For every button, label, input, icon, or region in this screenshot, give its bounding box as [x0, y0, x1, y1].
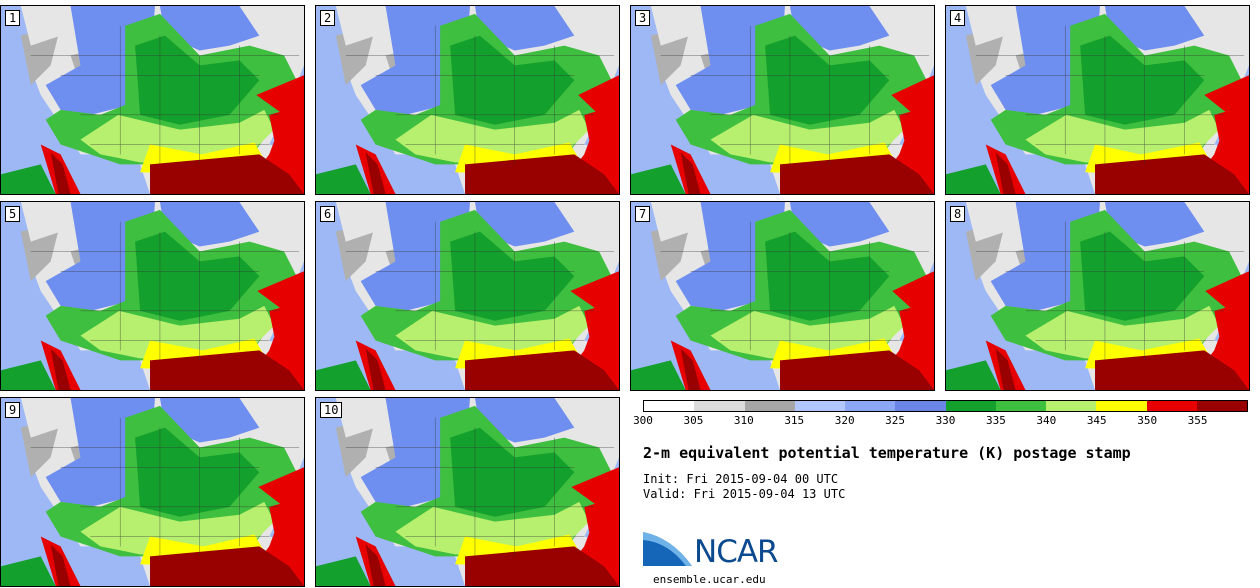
valid-time: Valid: Fri 2015-09-04 13 UTC — [643, 487, 846, 501]
ncar-logo-icon — [643, 532, 692, 566]
postage-stamp-map: 1 — [0, 5, 305, 195]
color-scale-tick: 345 — [1086, 414, 1107, 427]
color-scale-tick: 335 — [985, 414, 1006, 427]
color-scale-bar — [643, 400, 1248, 412]
member-number-label: 6 — [320, 206, 336, 222]
color-scale-segment — [694, 401, 745, 411]
member-number-label: 3 — [635, 10, 651, 26]
postage-stamp-map: 2 — [315, 5, 620, 195]
member-number-label: 5 — [5, 206, 21, 222]
color-scale-segment — [945, 401, 996, 411]
postage-stamp-map: 7 — [630, 201, 935, 391]
color-scale-segment — [845, 401, 896, 411]
postage-stamp-map: 5 — [0, 201, 305, 391]
color-scale-segment — [1096, 401, 1147, 411]
color-scale-tick: 355 — [1187, 414, 1208, 427]
ncar-logo-text: NCAR — [694, 534, 779, 570]
color-scale-tick: 305 — [683, 414, 704, 427]
member-number-label: 10 — [320, 402, 343, 418]
color-scale-tick: 310 — [733, 414, 754, 427]
member-number-label: 4 — [950, 10, 966, 26]
color-scale-segment — [1196, 401, 1247, 411]
member-number-label: 1 — [5, 10, 21, 26]
postage-stamp-map: 4 — [945, 5, 1250, 195]
postage-stamp-map: 9 — [0, 397, 305, 587]
color-scale-segment — [644, 401, 695, 411]
member-number-label: 7 — [635, 206, 651, 222]
color-scale-tick: 300 — [633, 414, 653, 427]
color-scale-segment — [744, 401, 795, 411]
site-url: ensemble.ucar.edu — [653, 573, 766, 586]
color-scale-tick: 350 — [1137, 414, 1158, 427]
member-number-label: 2 — [320, 10, 336, 26]
color-scale-segment — [1146, 401, 1197, 411]
postage-stamp-map: 8 — [945, 201, 1250, 391]
postage-stamp-map: 10 — [315, 397, 620, 587]
color-scale-segment — [995, 401, 1046, 411]
color-scale-tick: 320 — [834, 414, 855, 427]
color-scale-segment — [1046, 401, 1097, 411]
init-time: Init: Fri 2015-09-04 00 UTC — [643, 472, 839, 486]
color-scale-labels: 300 305 310 315 320 325 330 335 340 345 350 355 — [633, 414, 1248, 428]
color-scale-tick: 340 — [1036, 414, 1057, 427]
member-number-label: 8 — [950, 206, 966, 222]
color-scale-tick: 330 — [935, 414, 956, 427]
member-number-label: 9 — [5, 402, 21, 418]
color-scale-segment — [895, 401, 946, 411]
color-scale-tick: 315 — [784, 414, 805, 427]
color-scale-segment — [794, 401, 845, 411]
postage-stamp-map: 3 — [630, 5, 935, 195]
postage-stamp-map: 6 — [315, 201, 620, 391]
color-scale-tick: 325 — [885, 414, 906, 427]
page-title: 2-m equivalent potential temperature (K)… — [643, 444, 1131, 462]
